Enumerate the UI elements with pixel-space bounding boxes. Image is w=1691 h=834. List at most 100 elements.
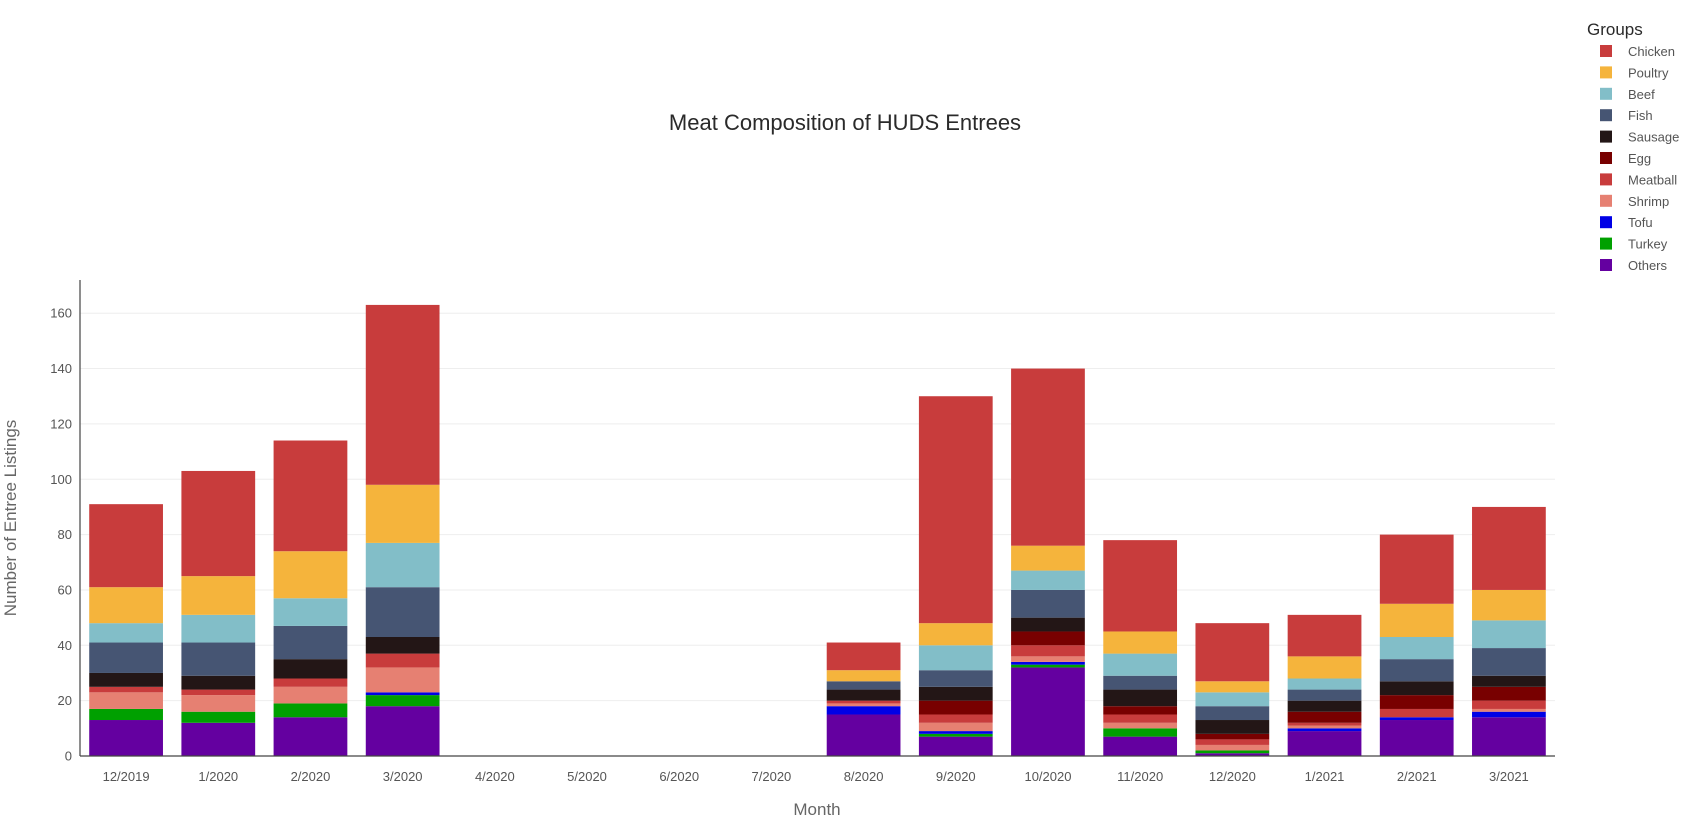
bar-segment-chicken xyxy=(273,440,348,552)
bar-segment-chicken xyxy=(1379,534,1454,604)
bar-segment-meatball xyxy=(918,714,993,723)
bar-segment-beef xyxy=(365,542,440,588)
bar-segment-sausage xyxy=(89,672,163,687)
y-tick-label: 40 xyxy=(58,638,72,653)
bars xyxy=(89,304,1546,756)
bar-segment-tofu xyxy=(1379,717,1454,721)
x-tick-label: 1/2020 xyxy=(198,769,238,784)
bar-segment-poultry xyxy=(918,623,993,646)
bar-segment-others xyxy=(1103,736,1178,756)
bar-segment-others xyxy=(1472,717,1546,756)
axes xyxy=(79,280,1555,757)
chart-title: Meat Composition of HUDS Entrees xyxy=(669,110,1021,135)
x-tick-label: 7/2020 xyxy=(752,769,792,784)
bar-segment-poultry xyxy=(273,551,348,599)
bar-segment-fish xyxy=(1379,659,1454,682)
bar-segment-chicken xyxy=(1011,368,1085,546)
bar-segment-beef xyxy=(1011,570,1085,590)
y-axis-title: Number of Entree Listings xyxy=(1,420,20,617)
legend-entry: Chicken xyxy=(1628,44,1675,59)
bar-segment-egg xyxy=(1472,686,1546,701)
bar-segment-sausage xyxy=(1195,720,1270,734)
bar-segment-poultry xyxy=(1195,681,1270,693)
x-tick-label: 12/2019 xyxy=(103,769,150,784)
bar-segment-shrimp xyxy=(1287,725,1362,729)
bar-segment-poultry xyxy=(826,670,901,682)
bar-segment-chicken xyxy=(181,470,256,577)
x-tick-label: 2/2021 xyxy=(1397,769,1437,784)
legend-entry: Meatball xyxy=(1628,172,1677,187)
bar-segment-meatball xyxy=(1103,714,1178,723)
bar-segment-poultry xyxy=(1472,589,1546,621)
bar-segment-beef xyxy=(181,614,256,643)
bar-segment-egg xyxy=(918,700,993,715)
bar-segment-beef xyxy=(918,645,993,671)
legend-swatch xyxy=(1600,45,1612,57)
bar-segment-egg xyxy=(1011,631,1085,646)
x-tick-label: 12/2020 xyxy=(1209,769,1256,784)
bar-segment-others xyxy=(1287,731,1362,756)
legend: Groups Chicken Poultry Beef Fish Sausage Egg M… xyxy=(1587,20,1679,273)
bar-segment-sausage xyxy=(826,689,901,701)
bar-segment-meatball xyxy=(365,653,440,668)
legend-swatch xyxy=(1600,216,1612,229)
bar-segment-sausage xyxy=(273,659,348,679)
bar-segment-sausage xyxy=(181,675,256,690)
legend-entry: Others xyxy=(1628,258,1668,273)
bar-segment-sausage xyxy=(1379,681,1454,696)
legend-title: Groups xyxy=(1587,20,1643,39)
legend-entry: Poultry xyxy=(1628,65,1669,80)
legend-swatch xyxy=(1600,173,1612,186)
bar-segment-fish xyxy=(1103,675,1178,690)
bar-segment-beef xyxy=(1287,678,1362,690)
x-tick-label: 9/2020 xyxy=(936,769,976,784)
x-tick-label: 2/2020 xyxy=(291,769,331,784)
bar-segment-poultry xyxy=(1287,656,1362,679)
bar-segment-chicken xyxy=(1287,614,1362,657)
bar-segment-sausage xyxy=(1103,689,1178,707)
bar-segment-chicken xyxy=(826,642,901,671)
legend-entry: Tofu xyxy=(1628,215,1653,230)
bar-segment-meatball xyxy=(1287,722,1362,726)
bar-segment-fish xyxy=(1287,689,1362,701)
legend-swatch xyxy=(1600,109,1612,122)
bar-segment-beef xyxy=(273,598,348,626)
bar-segment-sausage xyxy=(1287,700,1362,712)
legend-swatch xyxy=(1600,66,1612,79)
bar-segment-turkey xyxy=(918,733,993,737)
bar-segment-turkey xyxy=(89,708,163,721)
bar-segment-meatball xyxy=(1472,700,1546,709)
bar-segment-poultry xyxy=(365,484,440,543)
y-tick-label: 60 xyxy=(58,582,72,597)
bar-segment-turkey xyxy=(273,703,348,718)
x-tick-label: 4/2020 xyxy=(475,769,515,784)
x-tick-label: 5/2020 xyxy=(567,769,607,784)
bar-segment-chicken xyxy=(89,504,163,588)
legend-swatch xyxy=(1600,237,1612,250)
bar-segment-others xyxy=(365,706,440,756)
y-tick-labels: 0 20 40 60 80 100 120 140 160 xyxy=(50,306,72,764)
bar-segment-meatball xyxy=(1011,645,1085,657)
bar-segment-fish xyxy=(181,642,256,676)
legend-swatch xyxy=(1600,152,1612,164)
bar-segment-sausage xyxy=(918,686,993,701)
bar-segment-fish xyxy=(365,587,440,637)
bar-segment-beef xyxy=(1379,637,1454,660)
bar-segment-shrimp xyxy=(181,695,256,712)
bar-segment-shrimp xyxy=(365,667,440,693)
bar-segment-chicken xyxy=(1103,540,1178,632)
bar-segment-fish xyxy=(1195,706,1270,721)
bar-segment-shrimp xyxy=(1472,708,1546,712)
bar-segment-egg xyxy=(1287,711,1362,723)
bar-segment-meatball xyxy=(273,678,348,687)
legend-entry: Shrimp xyxy=(1628,194,1669,209)
bar-segment-turkey xyxy=(1195,750,1270,754)
bar-segment-shrimp xyxy=(89,692,163,709)
bar-segment-turkey xyxy=(1103,728,1178,737)
x-tick-label: 6/2020 xyxy=(659,769,699,784)
bar-segment-others xyxy=(1379,720,1454,756)
bar-segment-tofu xyxy=(918,731,993,734)
bar-segment-tofu xyxy=(1287,728,1362,732)
bar-segment-sausage xyxy=(1011,617,1085,632)
